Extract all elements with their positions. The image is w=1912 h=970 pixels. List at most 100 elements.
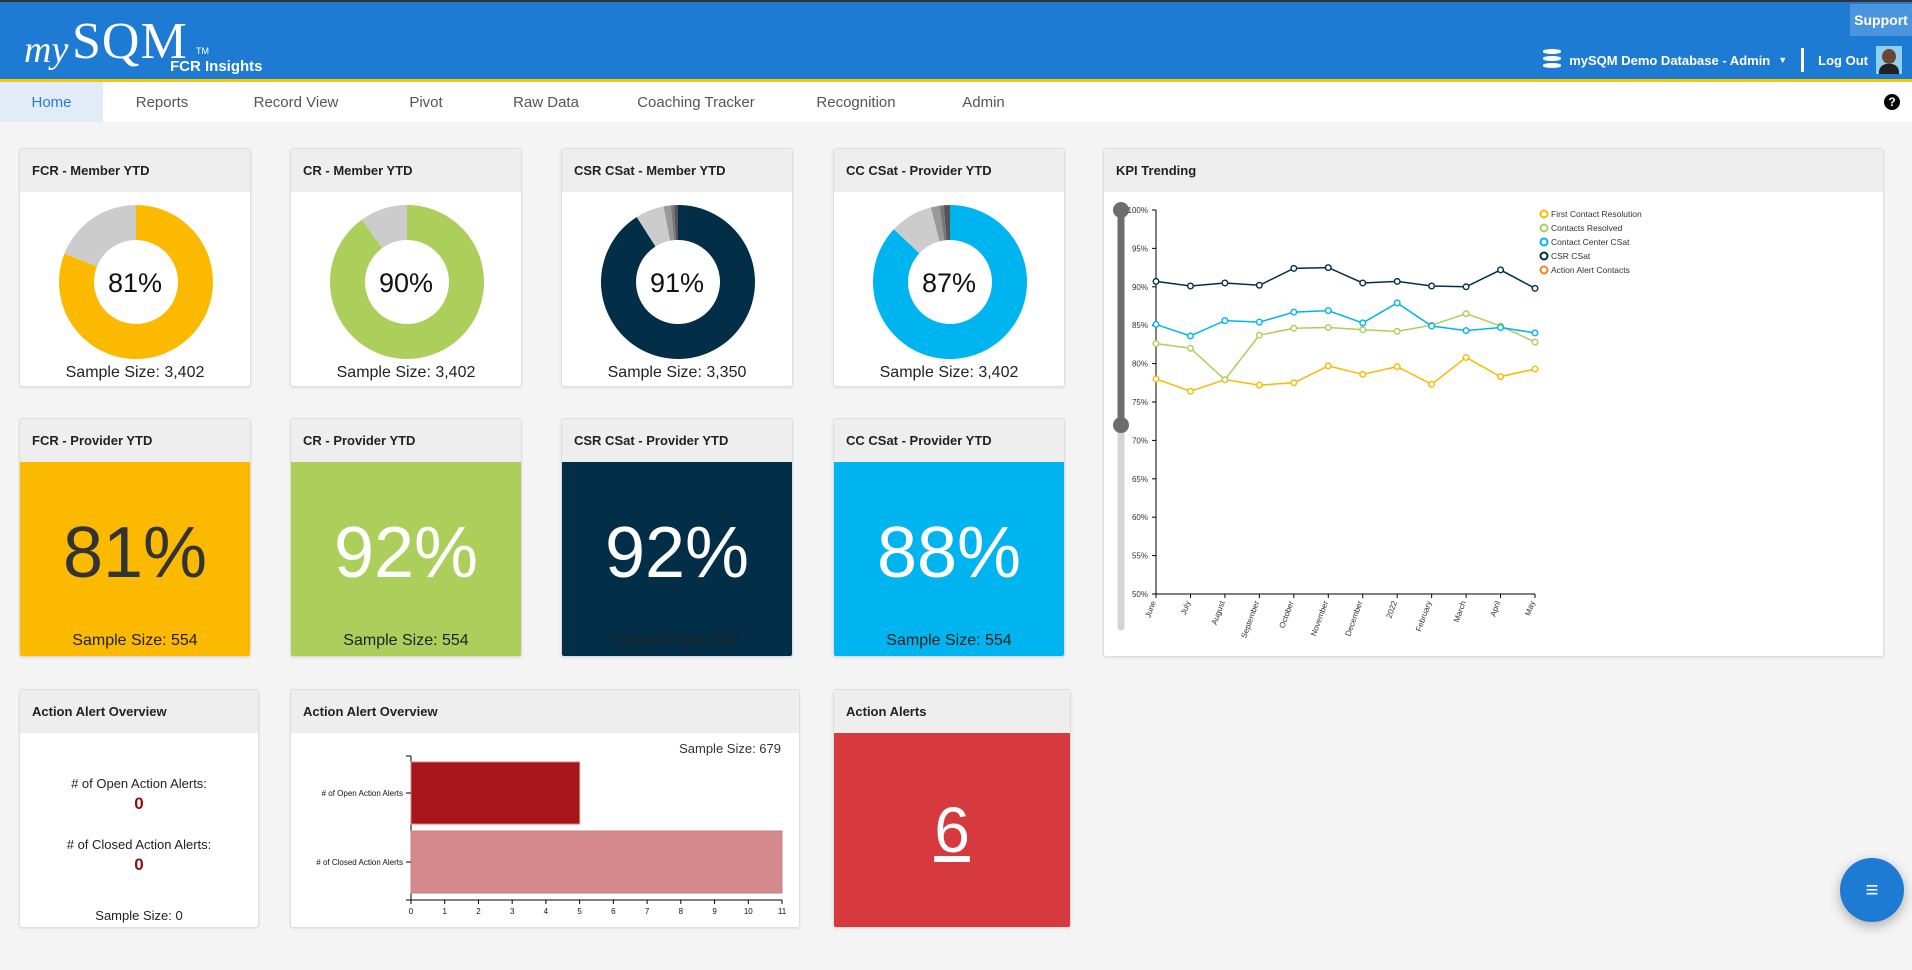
- card-title: CC CSat - Provider YTD: [834, 419, 1064, 462]
- range-slider-handle[interactable]: [1113, 202, 1129, 218]
- x-tick-label: 5: [577, 907, 582, 916]
- data-point: [1221, 279, 1229, 287]
- member-kpi-card[interactable]: CC CSat - Provider YTD 87% Sample Size: …: [833, 148, 1065, 387]
- donut-remainder-segment: [930, 205, 945, 242]
- logo-subtitle: FCR Insights: [170, 58, 263, 75]
- y-tick-label: 100%: [1128, 206, 1148, 215]
- legend-label[interactable]: CSR CSat: [1551, 251, 1591, 261]
- caret-down-icon[interactable]: ▼: [1778, 55, 1788, 65]
- sample-size: Sample Size: 3,402: [879, 364, 1019, 381]
- data-point: [1531, 338, 1539, 346]
- data-point: [1393, 327, 1401, 335]
- donut-remainder-segment: [663, 205, 675, 241]
- data-point: [1324, 324, 1332, 332]
- kpi-value: 88%: [876, 513, 1022, 593]
- donut-remainder-segment: [64, 205, 136, 267]
- legend-label[interactable]: Contacts Resolved: [1551, 223, 1623, 233]
- data-point: [1393, 363, 1401, 371]
- data-point: [1290, 264, 1298, 272]
- bar[interactable]: [410, 830, 783, 894]
- kpi-trending-card: KPI Trending 50% 55% 60% 65% 70% 75% 80% 85% 90%…: [1103, 148, 1884, 657]
- open-alerts-label: # of Open Action Alerts:: [71, 776, 207, 791]
- donut-chart: [873, 205, 1027, 359]
- top-header: my SQM TM FCR Insights Support mySQM Dem…: [0, 0, 1912, 79]
- data-point: [1324, 307, 1332, 315]
- data-point: [1359, 370, 1367, 378]
- y-tick-label: 95%: [1132, 244, 1148, 253]
- legend-marker[interactable]: [1539, 265, 1549, 275]
- legend-marker[interactable]: [1539, 223, 1549, 233]
- card-title: FCR - Member YTD: [20, 149, 250, 192]
- logo-trademark: TM: [196, 46, 209, 56]
- member-kpi-card[interactable]: CR - Member YTD 90% Sample Size: 3,402: [290, 148, 522, 387]
- legend-label[interactable]: Action Alert Contacts: [1551, 265, 1630, 275]
- tab-reports[interactable]: Reports: [135, 94, 189, 111]
- card-title: Action Alert Overview: [291, 690, 799, 733]
- provider-kpi-card[interactable]: CR - Provider YTD 92% Sample Size: 554: [290, 418, 522, 657]
- card-title: Action Alert Overview: [20, 690, 258, 733]
- help-icon[interactable]: ?: [1884, 94, 1900, 110]
- x-tick-label: 3: [510, 907, 515, 916]
- sample-size: Sample Size: 547: [614, 632, 740, 649]
- tab-home[interactable]: Home: [0, 82, 103, 122]
- menu-fab-button[interactable]: ≡: [1840, 858, 1904, 922]
- tab-admin[interactable]: Admin: [962, 94, 1005, 111]
- avatar[interactable]: [1876, 46, 1902, 74]
- support-button[interactable]: Support: [1850, 4, 1912, 36]
- donut-remainder-segment: [893, 207, 940, 254]
- y-tick-label: 85%: [1132, 321, 1148, 330]
- range-slider-handle[interactable]: [1113, 417, 1129, 434]
- database-icon: [1543, 49, 1562, 71]
- legend-marker[interactable]: [1539, 237, 1549, 247]
- x-tick-label: June: [1143, 599, 1158, 619]
- data-point: [1324, 362, 1332, 370]
- donut-value: 91%: [649, 268, 705, 298]
- tab-coaching-tracker[interactable]: Coaching Tracker: [637, 94, 755, 111]
- provider-kpi-card[interactable]: CC CSat - Provider YTD 88% Sample Size: …: [833, 418, 1065, 657]
- data-point: [1221, 376, 1229, 384]
- provider-kpi-card[interactable]: FCR - Provider YTD 81% Sample Size: 554: [19, 418, 251, 657]
- card-title: CC CSat - Provider YTD: [834, 149, 1064, 192]
- alert-bar-chart: # of Open Action Alerts # of Closed Actio…: [316, 755, 787, 916]
- data-point: [1255, 331, 1263, 339]
- data-point: [1497, 324, 1505, 332]
- legend-label[interactable]: First Contact Resolution: [1551, 209, 1642, 219]
- tab-raw-data[interactable]: Raw Data: [513, 94, 579, 111]
- data-point: [1324, 264, 1332, 272]
- x-tick-label: 11: [778, 907, 787, 916]
- x-tick-label: April: [1488, 599, 1502, 617]
- provider-kpi-card[interactable]: CSR CSat - Provider YTD 92% Sample Size:…: [561, 418, 793, 657]
- tab-recognition[interactable]: Recognition: [816, 94, 896, 111]
- donut-value: 81%: [107, 268, 163, 298]
- x-tick-label: November: [1309, 599, 1330, 637]
- data-point: [1290, 308, 1298, 316]
- data-point: [1255, 281, 1263, 289]
- legend-label[interactable]: Contact Center CSat: [1551, 237, 1630, 247]
- card-title: KPI Trending: [1104, 149, 1883, 192]
- member-kpi-card[interactable]: FCR - Member YTD 81% Sample Size: 3,402: [19, 148, 251, 387]
- tab-record-view[interactable]: Record View: [253, 94, 339, 111]
- bar[interactable]: [410, 761, 581, 825]
- sample-size: Sample Size: 554: [886, 632, 1012, 649]
- donut-chart: [58, 205, 213, 359]
- data-point: [1255, 318, 1263, 326]
- category-label: # of Open Action Alerts: [322, 789, 403, 798]
- action-alerts-card: Action Alerts 6: [833, 689, 1071, 928]
- data-point: [1255, 381, 1263, 389]
- logout-link[interactable]: Log Out: [1818, 52, 1868, 68]
- donut-chart: [601, 205, 755, 359]
- closed-alerts-value: 0: [134, 855, 144, 874]
- legend-marker[interactable]: [1539, 209, 1549, 219]
- category-label: # of Closed Action Alerts: [316, 858, 403, 867]
- x-tick-label: September: [1239, 599, 1261, 639]
- alert-overview-card: Action Alert Overview # of Open Action A…: [19, 689, 259, 928]
- sample-size: Sample Size: 3,402: [65, 364, 205, 381]
- database-selector[interactable]: mySQM Demo Database - Admin: [1569, 52, 1771, 68]
- data-point: [1152, 277, 1160, 285]
- legend-marker[interactable]: [1539, 251, 1549, 261]
- member-kpi-card[interactable]: CSR CSat - Member YTD 91% Sample Size: 3…: [561, 148, 793, 387]
- tab-pivot[interactable]: Pivot: [409, 94, 443, 111]
- logo-text-my: my: [24, 29, 69, 71]
- action-alerts-count-link[interactable]: 6: [934, 794, 970, 866]
- data-point: [1462, 353, 1470, 361]
